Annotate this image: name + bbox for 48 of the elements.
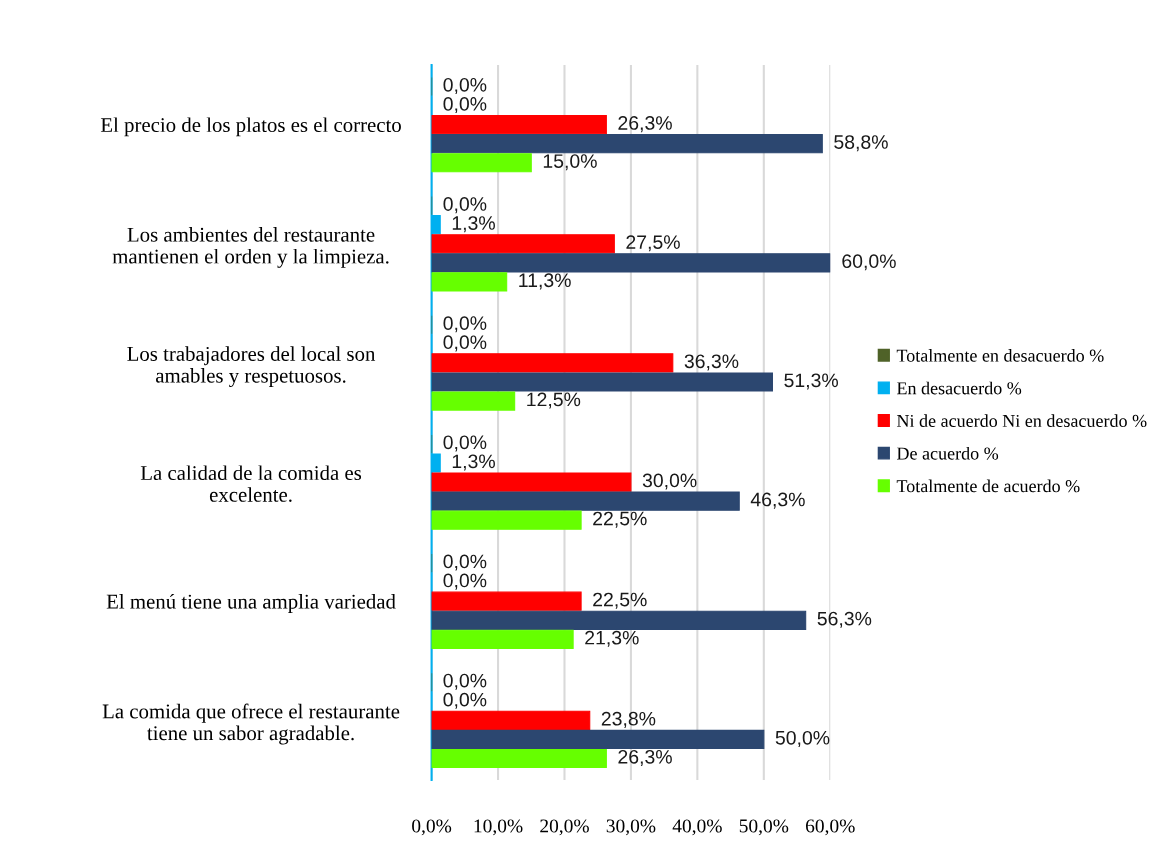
legend-label: Totalmente de acuerdo %	[896, 479, 1080, 493]
data-label: 0,0%	[443, 335, 487, 352]
legend-label: En desacuerdo %	[896, 381, 1022, 395]
data-label: 0,0%	[443, 197, 487, 214]
data-label: 0,0%	[443, 573, 487, 590]
data-label: 15,0%	[543, 154, 597, 171]
data-label: 0,0%	[443, 435, 487, 452]
x-tick-label: 20,0%	[540, 819, 589, 836]
data-label: 27,5%	[626, 235, 680, 252]
data-label: 26,3%	[618, 116, 672, 133]
data-label: 21,3%	[585, 630, 639, 647]
data-label: 60,0%	[842, 254, 896, 271]
data-label: 0,0%	[443, 77, 487, 95]
data-label: 1,3%	[452, 454, 495, 471]
data-label: 26,3%	[618, 749, 672, 767]
data-label: 22,5%	[593, 511, 647, 528]
data-label: 46,3%	[750, 492, 805, 509]
data-label: 36,3%	[684, 354, 739, 371]
legend-label: Ni de acuerdo Ni en desacuerdo %	[896, 414, 1147, 428]
data-label: 56,3%	[817, 611, 872, 628]
data-label: 0,0%	[443, 554, 487, 571]
y-tick-label: La calidad de la comida es excelente.	[140, 465, 362, 502]
y-tick-label: La comida que ofrece el restaurante tiene un sabor agradable.	[102, 703, 400, 745]
data-label: 30,0%	[642, 473, 697, 490]
x-tick-label: 60,0%	[805, 819, 855, 836]
data-label: 12,5%	[527, 392, 581, 409]
y-tick-label: El precio de los platos es el correcto	[100, 117, 401, 137]
y-tick-label: El menú tiene una amplia variedad	[106, 593, 396, 613]
legend-label: Totalmente en desacuerdo %	[896, 349, 1104, 362]
data-label: 11,3%	[519, 273, 571, 290]
legend-label: De acuerdo %	[896, 446, 999, 460]
data-label: 0,0%	[443, 692, 487, 709]
data-label: 22,5%	[593, 592, 647, 609]
data-label: 23,8%	[601, 711, 656, 728]
x-tick-label: 30,0%	[606, 819, 656, 836]
data-label: 50,0%	[775, 730, 830, 747]
x-tick-label: 50,0%	[739, 819, 789, 836]
data-label: 58,8%	[834, 135, 888, 152]
y-tick-label: Los ambientes del restaurante mantienen el orden y la limpieza.	[112, 227, 389, 268]
x-tick-label: 10,0%	[474, 819, 523, 836]
data-label: 0,0%	[443, 673, 487, 690]
data-label: 1,3%	[452, 216, 495, 233]
x-tick-label: 0,0%	[412, 819, 452, 836]
data-label: 0,0%	[443, 97, 487, 114]
data-label: 51,3%	[784, 373, 838, 390]
x-tick-label: 40,0%	[672, 819, 722, 836]
y-tick-label: Los trabajadores del local son amables y respetuosos.	[127, 346, 376, 387]
data-label: 0,0%	[443, 316, 487, 333]
